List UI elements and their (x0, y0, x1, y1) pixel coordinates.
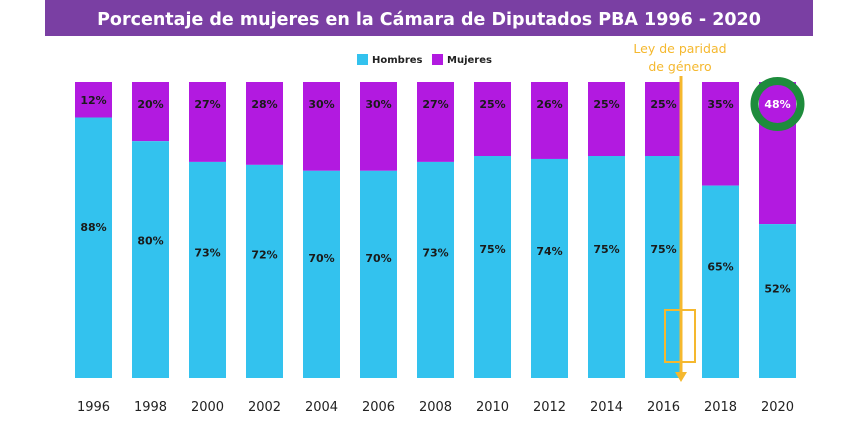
label-mujeres-2020: 48% (764, 98, 790, 111)
legend-swatch-hombres (357, 54, 368, 65)
label-hombres-2014: 75% (593, 243, 619, 256)
label-mujeres-2004: 30% (308, 98, 334, 111)
x-tick-1998: 1998 (134, 400, 167, 415)
x-tick-2004: 2004 (305, 400, 338, 415)
label-hombres-2004: 70% (308, 252, 334, 265)
bar-hombres-2018 (702, 185, 739, 378)
label-hombres-2006: 70% (365, 252, 391, 265)
label-mujeres-2012: 26% (536, 98, 562, 111)
label-mujeres-2006: 30% (365, 98, 391, 111)
chart-title: Porcentaje de mujeres en la Cámara de Di… (97, 10, 761, 30)
bar-mujeres-2014 (588, 82, 625, 156)
x-tick-1996: 1996 (77, 400, 110, 415)
bar-mujeres-2002 (246, 82, 283, 165)
x-tick-2018: 2018 (704, 400, 737, 415)
label-mujeres-1998: 20% (137, 98, 163, 111)
bar-mujeres-2006 (360, 82, 397, 171)
label-mujeres-2002: 28% (251, 98, 277, 111)
bar-mujeres-2020 (759, 82, 796, 225)
label-mujeres-1996: 12% (80, 94, 106, 107)
legend-swatch-mujeres (432, 54, 443, 65)
annotation-arrowhead (675, 372, 687, 382)
annotation-line-2: de género (648, 59, 711, 74)
x-tick-2002: 2002 (248, 400, 281, 415)
bar-mujeres-2018 (702, 82, 739, 186)
highlight-circle (750, 77, 805, 131)
legend-label-hombres: Hombres (372, 55, 423, 66)
label-hombres-2002: 72% (251, 248, 277, 261)
label-hombres-2016: 75% (650, 243, 676, 256)
label-mujeres-2010: 25% (479, 98, 505, 111)
bar-hombres-2012 (531, 158, 568, 378)
label-mujeres-2016: 25% (650, 98, 676, 111)
bar-mujeres-2008 (417, 82, 454, 162)
label-mujeres-2014: 25% (593, 98, 619, 111)
bar-hombres-1998 (132, 141, 169, 378)
bars: 12% 88% 20% 80% 27% 73% 28% 72% 30% 70% 30% 70% 27% 7… (75, 82, 796, 379)
bar-hombres-2004 (303, 170, 340, 378)
x-axis-ticks: 1996 1998 2000 2002 2004 2006 2008 2010 2012 2014… (77, 400, 794, 415)
bar-hombres-2000 (189, 161, 226, 378)
label-hombres-2018: 65% (707, 260, 733, 273)
label-hombres-1996: 88% (80, 221, 106, 234)
paridad-annotation: Ley de paridad de género (633, 41, 727, 382)
x-tick-2016: 2016 (647, 400, 680, 415)
label-mujeres-2000: 27% (194, 98, 220, 111)
bar-mujeres-1996 (75, 82, 112, 118)
x-tick-2020: 2020 (761, 400, 794, 415)
bar-hombres-2016 (645, 156, 682, 378)
annotation-line-1: Ley de paridad (633, 41, 726, 56)
bar-mujeres-2004 (303, 82, 340, 171)
label-hombres-2020: 52% (764, 283, 790, 296)
bar-hombres-1996 (75, 117, 112, 379)
annotation-box (664, 309, 696, 363)
bar-mujeres-1998 (132, 82, 169, 142)
bar-hombres-2010 (474, 156, 511, 378)
x-tick-2012: 2012 (533, 400, 566, 415)
label-hombres-2000: 73% (194, 247, 220, 260)
bar-hombres-2002 (246, 164, 283, 378)
x-tick-2006: 2006 (362, 400, 395, 415)
label-hombres-2010: 75% (479, 243, 505, 256)
x-tick-2008: 2008 (419, 400, 452, 415)
bar-mujeres-2016 (645, 82, 682, 156)
label-mujeres-2018: 35% (707, 98, 733, 111)
x-tick-2000: 2000 (191, 400, 224, 415)
legend-label-mujeres: Mujeres (447, 55, 492, 66)
label-hombres-1998: 80% (137, 235, 163, 248)
bar-hombres-2014 (588, 156, 625, 378)
bar-mujeres-2010 (474, 82, 511, 156)
bar-mujeres-2000 (189, 82, 226, 162)
bar-hombres-2008 (417, 161, 454, 378)
label-hombres-2012: 74% (536, 245, 562, 258)
x-tick-2014: 2014 (590, 400, 623, 415)
bar-hombres-2020 (759, 224, 796, 378)
label-mujeres-2008: 27% (422, 98, 448, 111)
x-tick-2010: 2010 (476, 400, 509, 415)
bar-mujeres-2012 (531, 82, 568, 159)
legend: Hombres Mujeres (357, 54, 492, 66)
title-band (45, 0, 813, 36)
label-hombres-2008: 73% (422, 247, 448, 260)
bar-hombres-2006 (360, 170, 397, 378)
